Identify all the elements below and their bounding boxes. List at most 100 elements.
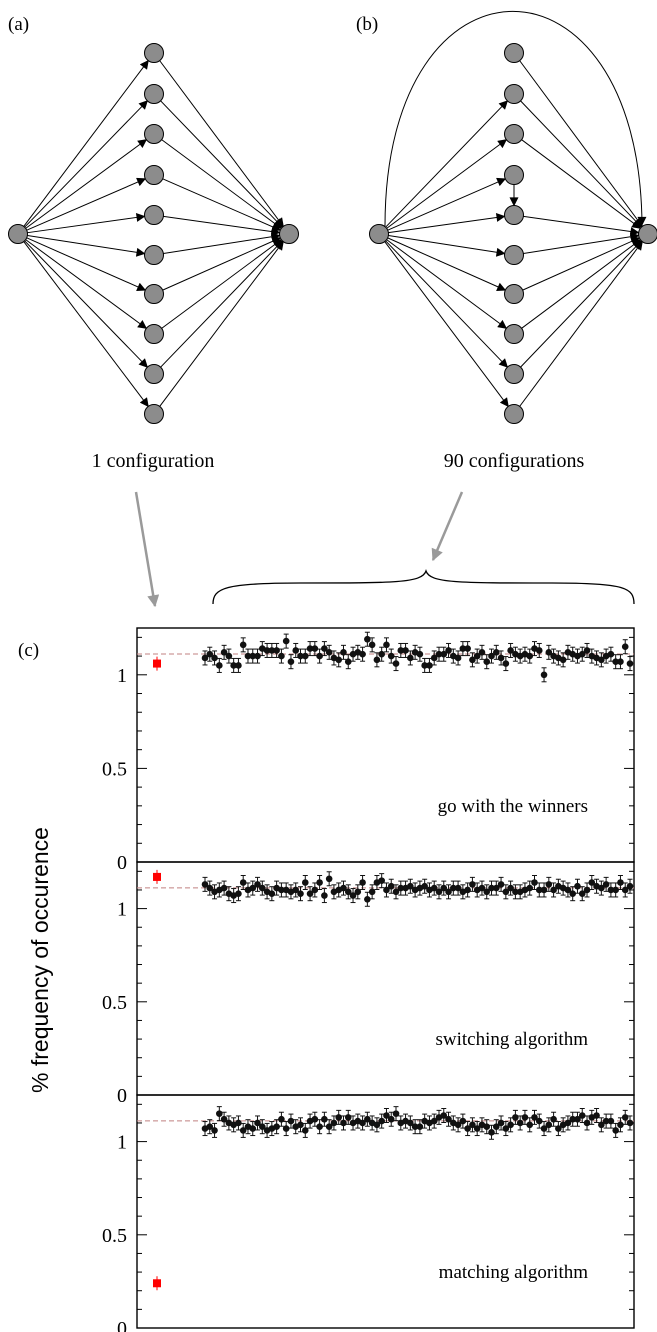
data-point xyxy=(387,652,395,660)
graph-b-node-9 xyxy=(504,404,524,424)
data-point xyxy=(497,1119,505,1127)
data-point xyxy=(349,892,357,899)
data-point xyxy=(430,1117,438,1125)
graph-a-edge-in-8 xyxy=(24,240,149,368)
data-point xyxy=(612,886,619,894)
data-point xyxy=(483,888,491,896)
data-point xyxy=(454,654,462,662)
data-point xyxy=(545,649,553,656)
data-point xyxy=(574,882,581,890)
data-point xyxy=(497,881,505,888)
data-point xyxy=(492,884,500,892)
data-point xyxy=(564,1119,572,1127)
data-point xyxy=(407,882,414,890)
data-point xyxy=(359,650,366,658)
data-point xyxy=(364,895,371,903)
data-point xyxy=(201,881,209,888)
data-point xyxy=(239,879,247,886)
data-point xyxy=(430,654,438,662)
data-point xyxy=(216,1110,223,1117)
graph-b-node-8 xyxy=(504,364,524,384)
graph-a-node-1 xyxy=(144,84,164,104)
data-point xyxy=(364,635,371,643)
data-point xyxy=(239,641,247,649)
data-point xyxy=(578,890,586,897)
data-point xyxy=(282,637,290,645)
data-point xyxy=(469,881,476,888)
data-point xyxy=(421,662,428,669)
data-point xyxy=(364,1115,371,1123)
data-point xyxy=(416,650,424,658)
data-point xyxy=(273,1123,280,1130)
data-point xyxy=(211,1127,218,1134)
data-point xyxy=(430,884,438,892)
graph-a-node-4 xyxy=(144,205,164,225)
data-point xyxy=(583,647,591,654)
graph-a-edge-out-8 xyxy=(160,240,284,368)
graph-b-node-4 xyxy=(504,205,524,225)
data-point xyxy=(454,884,462,892)
data-point xyxy=(359,879,366,886)
data-point xyxy=(593,1112,600,1119)
y-tick-label: 1 xyxy=(117,1132,127,1154)
graph-a-edge-in-2 xyxy=(25,139,148,229)
graph-b-edge-out-7 xyxy=(521,239,642,329)
graph-b-edge-out-1 xyxy=(520,100,643,228)
data-point xyxy=(478,649,486,656)
data-point xyxy=(239,1127,247,1134)
graph-b-sink-node xyxy=(638,224,657,244)
data-point xyxy=(249,884,257,892)
data-point xyxy=(588,879,596,886)
data-point xyxy=(301,652,309,660)
data-point xyxy=(397,647,405,654)
data-point xyxy=(578,1112,586,1119)
graph-b-edge-out-0 xyxy=(519,60,643,228)
data-point xyxy=(330,1119,338,1127)
data-point xyxy=(254,881,261,888)
data-point xyxy=(321,645,328,652)
data-point xyxy=(206,1123,214,1130)
data-point xyxy=(249,1125,257,1132)
special-point xyxy=(153,1279,161,1288)
graph-b-edge-out-9 xyxy=(519,240,643,407)
y-tick-label: 1 xyxy=(117,665,127,687)
graph-b-edge-out-5 xyxy=(523,232,640,255)
data-point xyxy=(301,879,309,886)
data-point xyxy=(545,881,553,888)
data-point xyxy=(464,1125,471,1132)
y-tick-label: 0 xyxy=(117,1318,127,1332)
graph-a-edge-in-3 xyxy=(26,177,147,231)
data-point xyxy=(411,1123,419,1130)
graph-b-node-0 xyxy=(504,43,524,63)
data-point xyxy=(488,652,495,660)
data-point xyxy=(598,884,605,892)
data-point xyxy=(492,649,500,656)
data-point xyxy=(488,884,495,892)
data-point xyxy=(440,650,448,658)
panel-b-label: (b) xyxy=(356,14,378,35)
data-point xyxy=(516,1119,524,1127)
data-point xyxy=(540,1125,548,1132)
data-point xyxy=(359,1119,366,1127)
data-point xyxy=(206,884,214,892)
graph-b-node-1 xyxy=(504,84,524,104)
data-point xyxy=(545,1121,553,1129)
data-point xyxy=(564,886,572,894)
data-point xyxy=(335,1114,343,1121)
data-point xyxy=(278,1115,285,1123)
graph-a-edge-in-1 xyxy=(24,100,149,228)
data-point xyxy=(550,1115,557,1123)
graph-a-node-5 xyxy=(144,245,164,265)
subplot-3: 0 0.5 1 matching algorithm xyxy=(102,1094,635,1332)
graph-a-sink-node xyxy=(279,224,299,244)
data-point xyxy=(555,1125,562,1132)
data-point xyxy=(392,888,400,896)
data-point xyxy=(268,890,276,897)
graph-b-source-node xyxy=(369,224,389,244)
data-point xyxy=(621,1114,629,1121)
arrow-a-to-single xyxy=(134,491,160,608)
panel-c-label: (c) xyxy=(18,640,39,661)
data-point xyxy=(206,650,214,658)
data-point xyxy=(301,1127,309,1134)
graph-b-edge-out-6 xyxy=(522,237,641,291)
